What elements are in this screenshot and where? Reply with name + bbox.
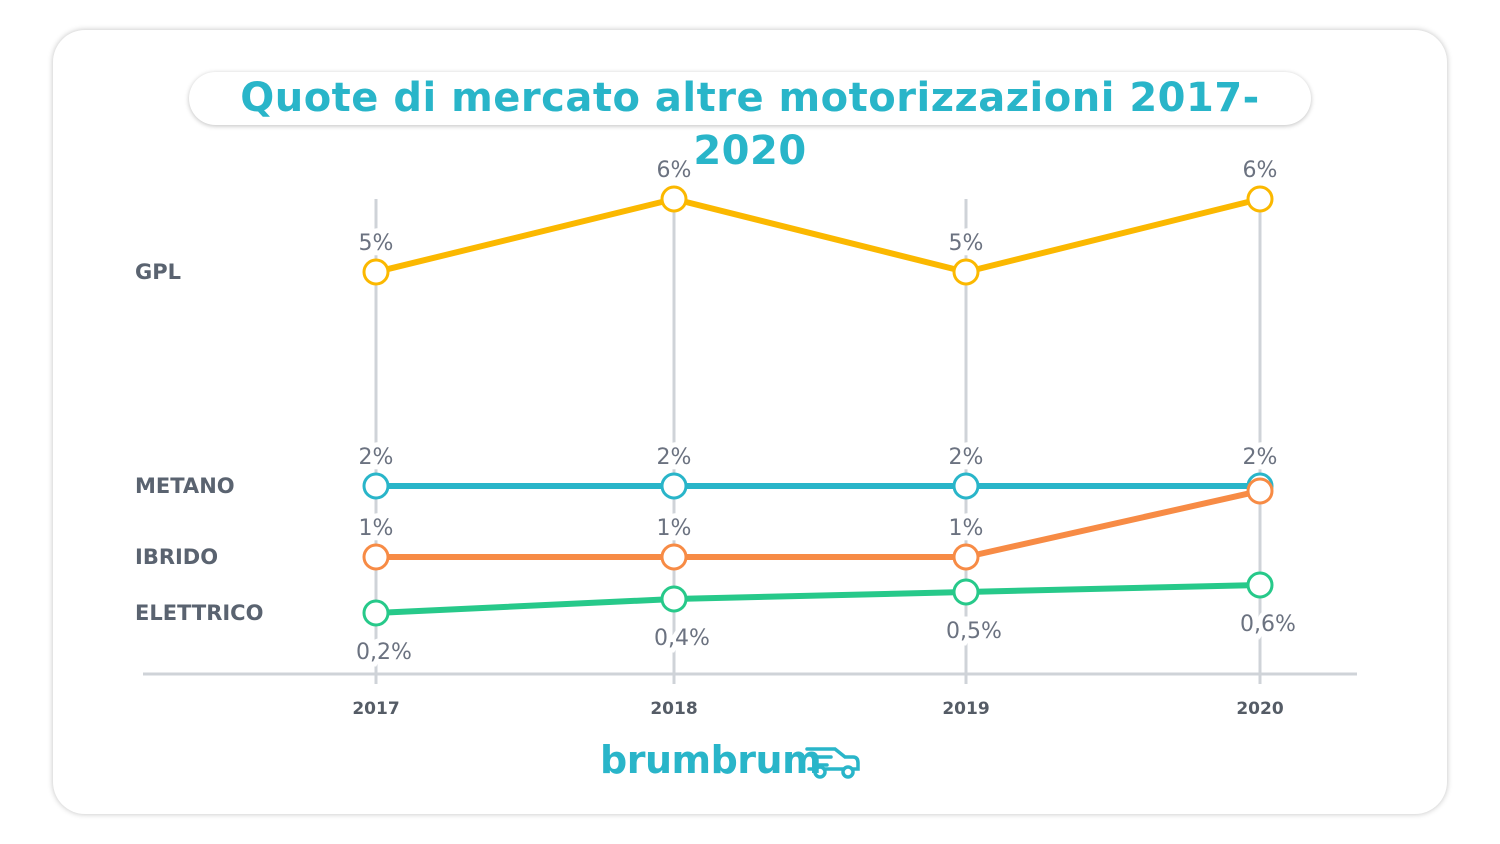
data-label: 0,5% [946,619,1002,644]
data-label: 1% [657,516,692,541]
data-label: 6% [1243,158,1278,183]
series-line-ibrido [376,488,1261,560]
data-label: 2% [949,445,984,470]
logo-text: brumbrum [600,738,822,782]
chart-card [53,30,1447,814]
series-line-gpl [375,196,1261,275]
x-tick-label: 2018 [650,699,697,719]
data-label: 5% [949,231,984,256]
data-point-elettrico [952,578,980,606]
data-label: 0,6% [1240,612,1296,637]
brumbrum-logo: brumbrum [600,738,860,782]
x-tick-label: 2017 [352,699,399,719]
data-point-ibrido [952,543,980,571]
x-tick-label: 2019 [942,699,989,719]
data-label: 0,4% [654,626,710,651]
data-label: 6% [657,158,692,183]
series-name-metano: METANO [135,474,235,498]
data-point-gpl [952,258,980,286]
data-point-gpl [660,185,688,213]
data-point-metano [362,472,390,500]
car-icon [805,747,860,779]
data-label: 0,2% [356,640,412,665]
data-label: 2% [359,445,394,470]
data-label: 5% [359,231,394,256]
data-point-ibrido [362,543,390,571]
data-point-metano [660,472,688,500]
data-point-elettrico [1246,571,1274,599]
data-point-gpl [1246,185,1274,213]
series-name-ibrido: IBRIDO [135,545,218,569]
series-name-gpl: GPL [135,260,181,284]
data-label: 2% [657,445,692,470]
data-point-ibrido [1246,477,1274,505]
data-label: 1% [949,516,984,541]
data-label: 1% [359,516,394,541]
chart-title: Quote di mercato altre motorizzazioni 20… [189,72,1311,174]
data-point-metano [952,472,980,500]
data-point-elettrico [362,599,390,627]
data-point-gpl [362,258,390,286]
x-tick-label: 2020 [1236,699,1283,719]
data-label: 2% [1243,445,1278,470]
data-point-elettrico [660,585,688,613]
series-line-elettrico [375,582,1261,616]
series-name-elettrico: ELETTRICO [135,601,263,625]
data-point-ibrido [660,543,688,571]
